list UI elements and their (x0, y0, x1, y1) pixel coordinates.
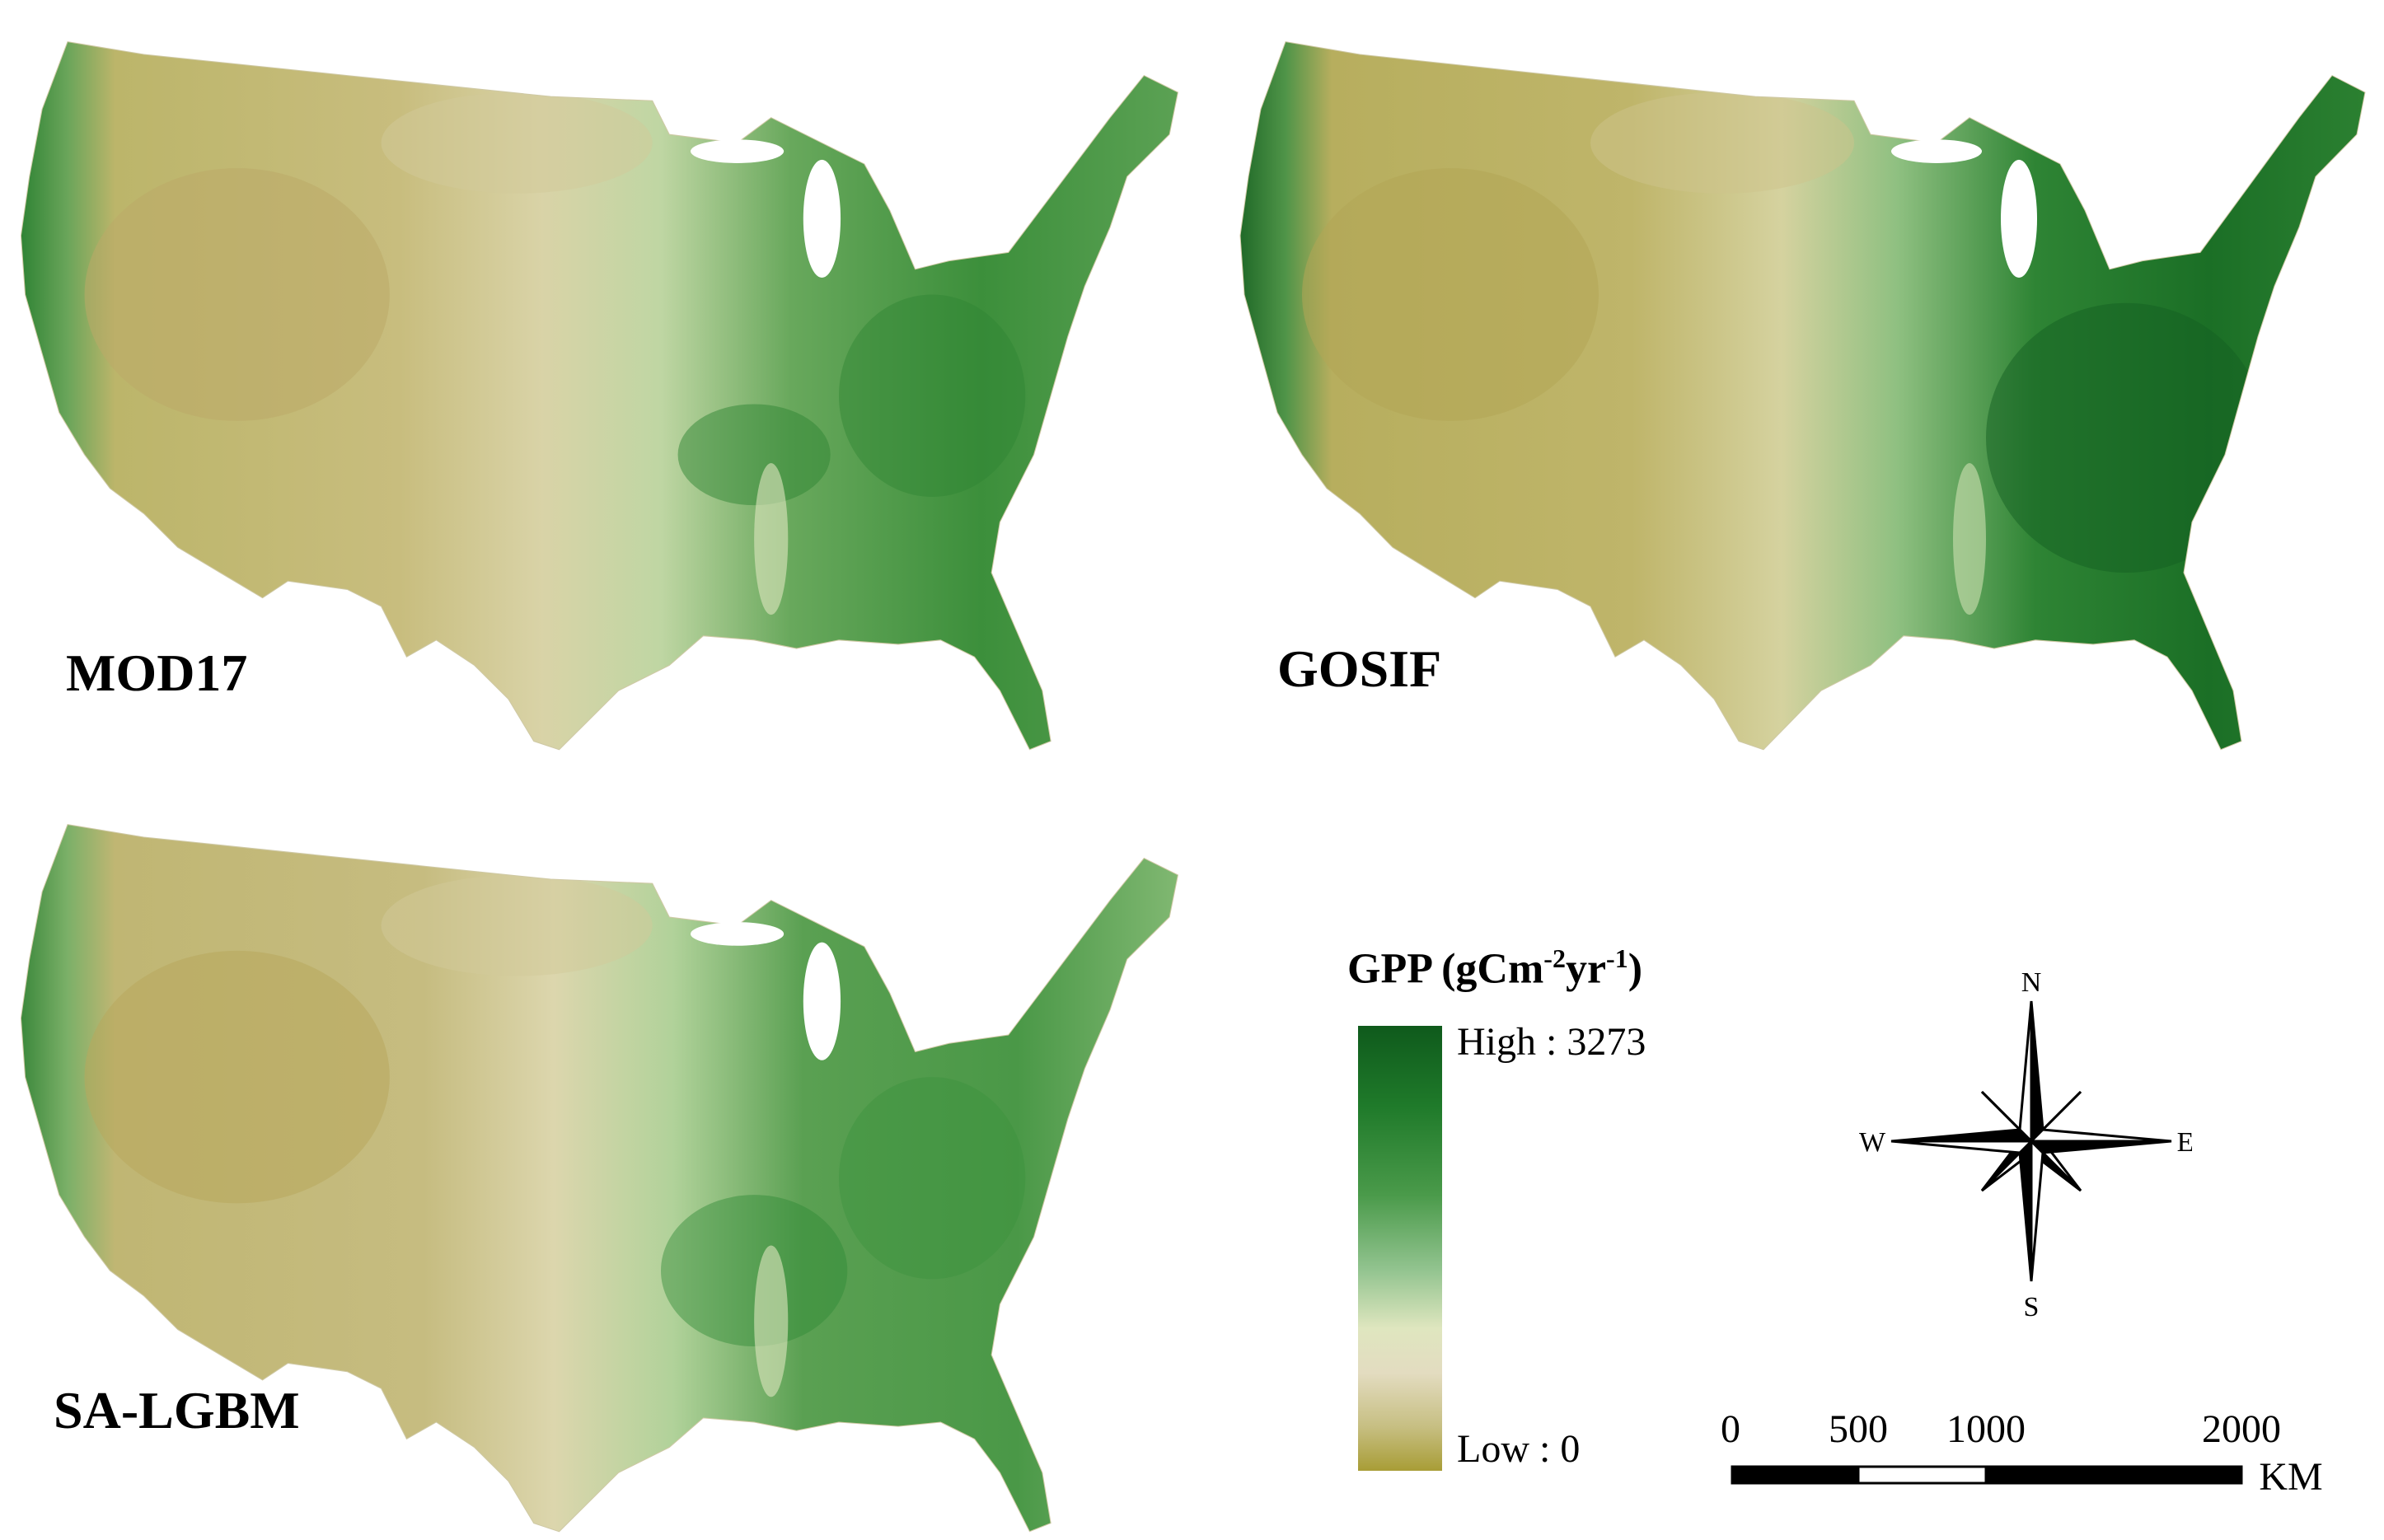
scale-unit: KM (2259, 1455, 2322, 1499)
legend-high-label: High : 3273 (1457, 1020, 1646, 1064)
panel-title: GOSIF (1277, 639, 1442, 698)
map-panel-gosif: GOSIF (1228, 16, 2382, 758)
panel-title: SA-LGBM (54, 1381, 300, 1439)
compass-w: W (1859, 1127, 1886, 1158)
compass-n: N (2021, 967, 2042, 998)
scale-bar-graphic: 0 500 1000 2000 KM (1721, 1407, 2323, 1499)
legend-low-label: Low : 0 (1457, 1427, 1581, 1471)
legend-title-exponent: -2 (1543, 943, 1566, 973)
scale-tick-label: 1000 (1946, 1407, 2026, 1451)
compass-e: E (2177, 1127, 2192, 1158)
legend-title-exponent: -1 (1606, 943, 1628, 973)
legend-title-close: ) (1628, 945, 1643, 993)
legend-title-text: GPP (gCm (1347, 945, 1544, 993)
gpp-map-salgbm (20, 824, 1178, 1533)
legend-color-ramp (1358, 1026, 1442, 1471)
compass-rose-icon: N S E W (1859, 967, 2194, 1322)
scale-tick-label: 500 (1829, 1407, 1888, 1451)
map-panel-mod17: MOD17 (8, 16, 1195, 758)
scale-tick-label: 0 (1721, 1407, 1740, 1451)
gpp-legend: GPP (gCm-2yr-1) High : 3273 Low : 0 (1335, 943, 1796, 1487)
gpp-map-gosif (1239, 41, 2366, 751)
scale-bar: 0 500 1000 2000 KM (1714, 1401, 2340, 1516)
gpp-map-mod17 (20, 41, 1178, 751)
map-panel-salgbm: SA-LGBM (8, 799, 1195, 1540)
compass-s: S (2024, 1292, 2040, 1322)
panel-title: MOD17 (66, 644, 248, 702)
legend-title: GPP (gCm-2yr-1) (1347, 943, 1642, 993)
legend-title-unit: yr (1565, 945, 1607, 993)
north-arrow: N S E W (1846, 960, 2194, 1322)
scale-tick-label: 2000 (2202, 1407, 2281, 1451)
